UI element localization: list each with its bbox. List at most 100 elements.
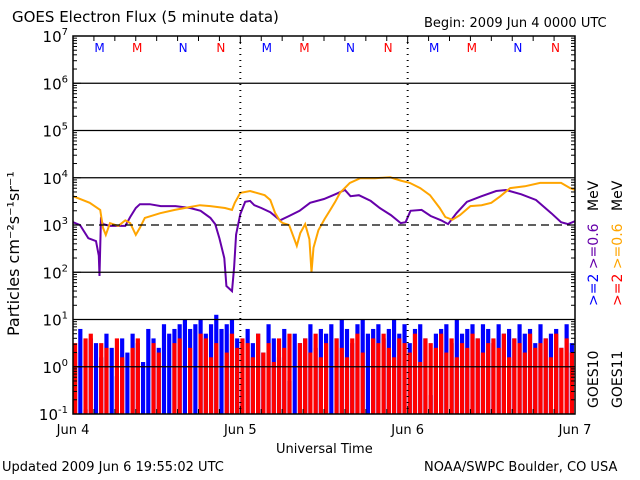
- bar: [334, 338, 339, 414]
- y-tick-exponent: 7: [62, 27, 68, 38]
- updated-timestamp: Updated 2009 Jun 6 19:55:02 UTC: [2, 460, 224, 475]
- bar: [282, 347, 287, 414]
- bar: [527, 333, 533, 414]
- marker-label: M: [467, 41, 477, 55]
- legend-goes11-06mev: >=0.6: [610, 223, 626, 270]
- bar: [475, 338, 480, 414]
- bar: [114, 338, 120, 414]
- x-tick-label: Jun 4: [56, 423, 90, 438]
- bar: [261, 352, 266, 414]
- bar: [276, 338, 282, 414]
- marker-label: N: [179, 41, 188, 55]
- bar: [501, 333, 506, 414]
- legend-goes10-energy: >=2 >=0.6 MeV: [586, 181, 602, 306]
- y-tick-exponent: 1: [62, 311, 68, 322]
- bar: [376, 343, 381, 414]
- y-tick-label: 10-1: [39, 405, 68, 424]
- bar: [177, 338, 182, 414]
- bar: [188, 347, 193, 414]
- bar: [99, 343, 104, 414]
- bar: [412, 333, 418, 414]
- y-tick-exponent: 5: [62, 122, 68, 133]
- bar: [480, 352, 486, 414]
- y-tick-exponent: 3: [62, 216, 68, 227]
- bar: [313, 333, 318, 414]
- bar: [496, 347, 501, 414]
- y-tick-exponent: 0: [62, 358, 68, 369]
- bar: [271, 362, 276, 414]
- y-tick-label: 101: [43, 311, 68, 330]
- bar: [569, 352, 574, 414]
- bar: [120, 357, 125, 414]
- bar: [193, 324, 198, 414]
- legend-goes11: GOES11: [610, 350, 626, 408]
- bar: [470, 333, 475, 414]
- y-tick-label: 100: [43, 358, 68, 377]
- x-axis-label: Universal Time: [276, 442, 373, 457]
- bar: [433, 347, 438, 414]
- y-tick-label: 103: [43, 216, 68, 235]
- bar: [444, 352, 449, 414]
- bar: [371, 338, 376, 414]
- y-axis-label: Particles cm⁻²s⁻¹sr⁻¹: [4, 171, 23, 336]
- bar: [439, 333, 444, 414]
- bar: [365, 333, 371, 414]
- marker-label: N: [346, 41, 355, 55]
- bar: [538, 343, 543, 414]
- begin-label: Begin: 2009 Jun 4 0000 UTC: [424, 16, 607, 31]
- bar: [167, 333, 172, 414]
- legend-goes11-2mev: >=2: [610, 273, 626, 306]
- bar: [522, 352, 527, 414]
- bar: [318, 357, 323, 414]
- bar: [219, 328, 224, 414]
- bar: [465, 347, 470, 414]
- bar: [297, 343, 303, 414]
- marker-label: M: [94, 41, 104, 55]
- bar: [381, 333, 386, 414]
- bar: [350, 338, 355, 414]
- bar: [198, 333, 203, 414]
- bar: [208, 357, 214, 414]
- bar: [130, 347, 135, 414]
- marker-label: N: [384, 41, 393, 55]
- bar: [548, 357, 554, 414]
- marker-label: N: [216, 41, 225, 55]
- bar: [229, 333, 235, 414]
- bar: [360, 352, 365, 414]
- bar: [88, 333, 93, 414]
- legend-goes10: GOES10: [586, 350, 602, 408]
- legend-mev-unit: MeV: [610, 180, 626, 211]
- marker-label: M: [299, 41, 309, 55]
- bar: [125, 352, 130, 414]
- bar: [554, 333, 559, 414]
- bar: [491, 338, 496, 414]
- series-line: [73, 188, 575, 294]
- bar: [533, 347, 538, 414]
- bar: [418, 362, 423, 414]
- bar: [308, 352, 313, 414]
- bar: [386, 347, 391, 414]
- bar: [507, 357, 512, 414]
- plot-area: [73, 176, 575, 414]
- chart-title: GOES Electron Flux (5 minute data): [12, 8, 279, 26]
- marker-label: M: [429, 41, 439, 55]
- bar: [78, 328, 83, 414]
- y-tick-label: 102: [43, 263, 68, 282]
- bar: [161, 324, 167, 414]
- bar: [517, 343, 522, 414]
- legend-goes10-06mev: >=0.6: [586, 223, 602, 270]
- bar: [240, 338, 245, 414]
- bar: [135, 338, 140, 414]
- legend-goes11-energy: >=2 >=0.6 MeV: [610, 181, 626, 306]
- y-tick-exponent: 6: [62, 74, 68, 85]
- bar: [423, 338, 428, 414]
- bar: [214, 343, 219, 414]
- bar: [224, 352, 229, 414]
- legend-mev-unit: MeV: [586, 180, 602, 211]
- bar: [459, 343, 465, 414]
- bar: [397, 338, 402, 414]
- bar: [449, 338, 454, 414]
- bar: [140, 362, 146, 414]
- bar: [512, 338, 517, 414]
